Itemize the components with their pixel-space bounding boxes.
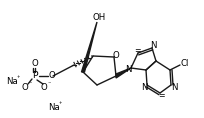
- Text: ⁺: ⁺: [16, 76, 20, 82]
- Text: N: N: [124, 65, 131, 74]
- Text: P: P: [32, 72, 38, 80]
- Text: ⁻: ⁻: [28, 81, 32, 87]
- Text: =: =: [157, 91, 164, 101]
- Text: O: O: [31, 59, 38, 67]
- Polygon shape: [81, 22, 96, 72]
- Text: ⁻: ⁻: [47, 81, 50, 87]
- Text: O: O: [112, 51, 119, 61]
- Text: OH: OH: [92, 13, 105, 23]
- Text: O: O: [48, 70, 55, 80]
- Text: O: O: [21, 82, 28, 91]
- Text: Na: Na: [48, 103, 60, 112]
- Text: N: N: [149, 42, 155, 51]
- Text: N: N: [170, 84, 176, 93]
- Text: =: =: [133, 46, 140, 55]
- Text: N: N: [140, 84, 146, 93]
- Text: Na: Na: [6, 78, 18, 86]
- Text: Cl: Cl: [180, 59, 188, 69]
- Text: O: O: [40, 82, 47, 91]
- Text: ⁺: ⁺: [58, 102, 61, 108]
- Polygon shape: [115, 68, 130, 78]
